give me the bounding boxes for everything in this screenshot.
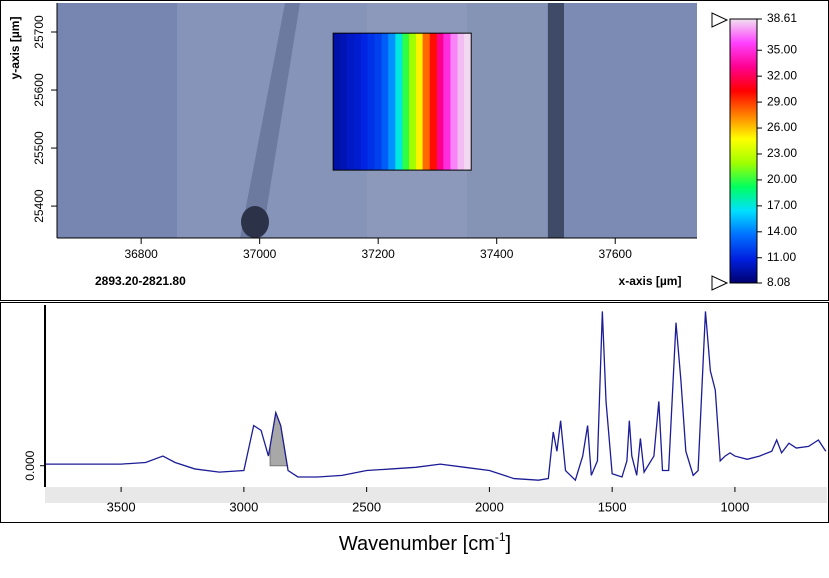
heatmap-cell	[402, 33, 410, 171]
x-axis-band	[45, 487, 827, 503]
x-tick-label: 1500	[598, 499, 627, 514]
heatmap-cell	[429, 33, 438, 171]
heatmap-cell	[409, 33, 417, 171]
heatmap-cell	[464, 33, 472, 171]
y-tick-label: 0.000	[23, 450, 37, 480]
colorbar-tick-label: 35.00	[767, 42, 797, 56]
colorbar-tick-label: 29.00	[767, 94, 797, 108]
colorbar-tick-label: 14.00	[767, 224, 797, 238]
heatmap-cell	[388, 33, 396, 171]
colorbar-tick-label: 23.00	[767, 146, 797, 160]
heatmap-cell	[367, 33, 376, 171]
colorbar-tick-label: 38.61	[767, 11, 797, 25]
heatmap-cell	[340, 33, 348, 171]
x-tick-label: 2500	[352, 499, 381, 514]
colorbar-min-handle	[711, 275, 729, 291]
heatmap-cell	[422, 33, 431, 171]
x-tick-label: 2000	[475, 499, 504, 514]
range-annotation: 2893.20-2821.80	[95, 274, 186, 288]
spectrum-panel	[0, 302, 829, 523]
colorbar-tick-label: 20.00	[767, 172, 797, 186]
heatmap-cell	[436, 33, 444, 171]
y-axis-label: y-axis [µm]	[8, 17, 22, 80]
y-tick-label: 25400	[32, 189, 46, 223]
x-label-main: Wavenumber [cm	[339, 533, 495, 555]
spectrum-x-label: Wavenumber [cm-1]	[339, 530, 511, 555]
x-tick-label: 37000	[243, 247, 277, 261]
colorbar	[729, 18, 758, 284]
x-tick-label: 37600	[599, 247, 633, 261]
x-tick-label: 3500	[107, 499, 136, 514]
x-tick-label: 3000	[229, 499, 258, 514]
x-axis-label: x-axis [µm]	[619, 274, 682, 288]
colorbar-tick-label: 32.00	[767, 68, 797, 82]
heatmap-border	[332, 32, 472, 171]
colorbar-tick-label: 17.00	[767, 198, 797, 212]
colorbar-tick-label: 8.08	[767, 275, 791, 289]
heatmap-cell	[333, 33, 341, 171]
x-label-close: ]	[506, 533, 512, 555]
heatmap-cell	[443, 33, 451, 171]
y-tick-label: 25500	[32, 131, 46, 165]
colorbar-max-handle	[711, 12, 729, 28]
x-tick-label: 36800	[124, 247, 158, 261]
heatmap-cell	[381, 33, 389, 171]
y-tick-label: 25600	[32, 73, 46, 107]
heatmap-cell	[395, 33, 403, 171]
x-tick-label: 37200	[361, 247, 395, 261]
colorbar-tick-label: 11.00	[767, 250, 796, 264]
heatmap-cell	[416, 33, 424, 171]
spectrum-line	[45, 311, 827, 482]
x-tick-label: 1000	[720, 499, 749, 514]
x-label-sup: -1	[495, 530, 506, 544]
heatmap-cell	[450, 33, 459, 171]
heatmap-cell	[361, 33, 369, 171]
y-tick-label: 25700	[32, 15, 46, 49]
heatmap-cell	[457, 33, 465, 171]
x-tick-label: 37400	[480, 247, 514, 261]
heatmap-cell	[374, 33, 383, 171]
heatmap-cell	[353, 33, 362, 171]
heatmap-cell	[346, 33, 355, 171]
colorbar-tick-label: 26.00	[767, 120, 797, 134]
